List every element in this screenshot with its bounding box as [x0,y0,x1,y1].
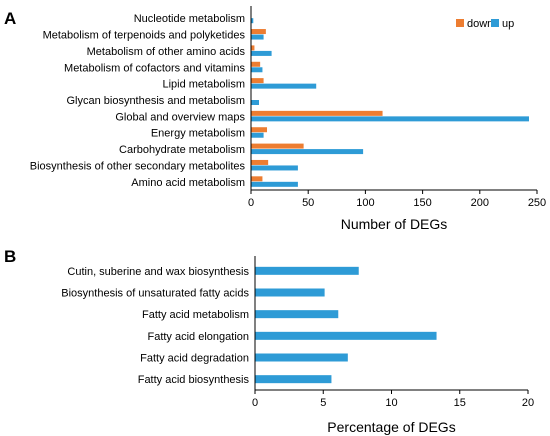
category-label: Cutin, suberine and wax biosynthesis [67,266,249,278]
panel-a-label: A [4,9,16,28]
bar-down-8 [251,143,304,149]
bar-series-3 [255,331,437,340]
x-tick-label: 50 [302,197,314,209]
x-axis-title: Percentage of DEGs [327,419,455,435]
category-label: Carbohydrate metabolism [119,144,245,156]
category-label: Energy metabolism [151,128,245,140]
category-label: Fatty acid metabolism [142,309,249,321]
bar-down-4 [251,78,264,84]
bar-down-1 [251,29,266,35]
category-label: Metabolism of other amino acids [87,46,246,58]
bar-series-4 [255,353,348,362]
category-label: Global and overview maps [115,111,245,123]
category-label: Metabolism of terpenoids and polyketides [43,30,246,42]
bar-up-5 [251,100,260,105]
bar-up-10 [251,181,298,187]
x-tick-label: 150 [413,197,431,209]
x-tick-label: 250 [528,197,546,209]
bar-up-7 [251,132,264,138]
bar-down-2 [251,45,255,51]
bar-up-4 [251,83,317,89]
bar-down-10 [251,176,263,182]
category-label: Nucleotide metabolism [134,13,245,25]
bar-down-3 [251,61,261,67]
x-tick-label: 10 [385,397,397,409]
bar-up-0 [251,18,254,24]
bar-series-1 [255,288,325,297]
bar-down-9 [251,159,269,165]
category-label: Fatty acid elongation [147,331,249,343]
bar-series-2 [255,310,339,319]
panel-b-label: B [4,247,16,266]
x-tick-label: 0 [248,197,254,209]
bar-down-7 [251,127,268,133]
legend-label-up: up [502,18,514,30]
x-tick-label: 0 [252,397,258,409]
x-tick-label: 5 [320,397,326,409]
x-tick-label: 15 [454,397,466,409]
bar-series-5 [255,375,332,384]
x-tick-label: 20 [522,397,534,409]
legend-swatch-down [456,19,464,27]
category-label: Biosynthesis of unsaturated fatty acids [61,288,249,300]
legend-label-down: down [467,18,493,30]
category-label: Fatty acid degradation [140,353,249,365]
bar-series-0 [255,266,359,275]
category-label: Metabolism of cofactors and vitamins [64,62,245,74]
bar-up-1 [251,34,264,40]
category-label: Biosynthesis of other secondary metaboli… [30,160,246,172]
bar-up-8 [251,149,364,155]
bar-up-9 [251,165,298,171]
x-axis-title: Number of DEGs [341,216,448,232]
category-label: Lipid metabolism [162,79,245,91]
bar-down-6 [251,110,383,116]
legend-swatch-up [491,19,499,27]
bar-up-2 [251,50,272,56]
x-tick-label: 100 [356,197,374,209]
category-label: Glycan biosynthesis and metabolism [66,95,245,107]
chart-a: Nucleotide metabolism Metabolism of terpe… [30,6,546,232]
bar-up-3 [251,67,263,73]
chart-b: Cutin, suberine and wax biosynthesis Bios… [61,256,534,435]
category-label: Amino acid metabolism [131,177,245,189]
bar-up-6 [251,116,529,122]
x-tick-label: 200 [471,197,489,209]
category-label: Fatty acid biosynthesis [138,374,250,386]
